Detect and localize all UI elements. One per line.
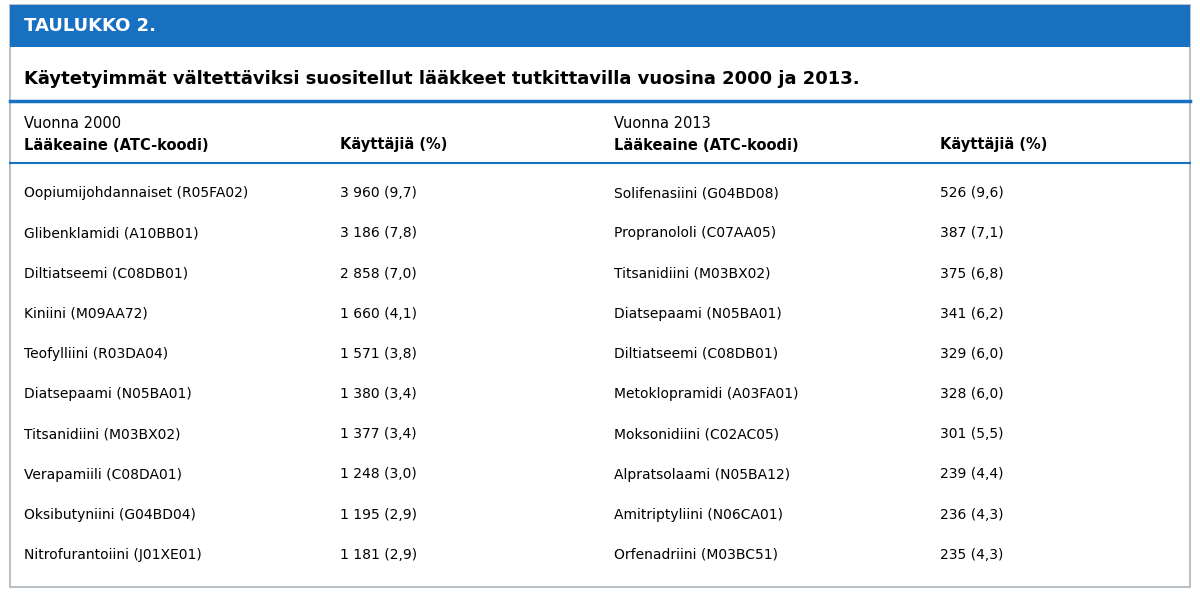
- Text: 235 (4,3): 235 (4,3): [940, 548, 1003, 562]
- Text: Solifenasiini (G04BD08): Solifenasiini (G04BD08): [614, 186, 779, 200]
- Text: Moksonidiini (C02AC05): Moksonidiini (C02AC05): [614, 427, 779, 441]
- Text: 3 960 (9,7): 3 960 (9,7): [340, 186, 416, 200]
- Text: Vuonna 2013: Vuonna 2013: [614, 115, 710, 130]
- Text: 1 571 (3,8): 1 571 (3,8): [340, 347, 416, 361]
- Text: Titsanidiini (M03BX02): Titsanidiini (M03BX02): [24, 427, 180, 441]
- Text: 328 (6,0): 328 (6,0): [940, 387, 1003, 401]
- Text: Käyttäjiä (%): Käyttäjiä (%): [340, 137, 448, 153]
- Text: 1 248 (3,0): 1 248 (3,0): [340, 468, 416, 481]
- Text: 1 181 (2,9): 1 181 (2,9): [340, 548, 418, 562]
- Text: Kiniini (M09AA72): Kiniini (M09AA72): [24, 307, 148, 321]
- Text: Diatsepaami (N05BA01): Diatsepaami (N05BA01): [24, 387, 192, 401]
- Text: 387 (7,1): 387 (7,1): [940, 226, 1003, 240]
- Text: Amitriptyliini (N06CA01): Amitriptyliini (N06CA01): [614, 508, 784, 522]
- Text: Käytetyimmät vältettäviksi suositellut lääkkeet tutkittavilla vuosina 2000 ja 20: Käytetyimmät vältettäviksi suositellut l…: [24, 70, 859, 88]
- Text: Metoklopramidi (A03FA01): Metoklopramidi (A03FA01): [614, 387, 798, 401]
- Text: Verapamiili (C08DA01): Verapamiili (C08DA01): [24, 468, 182, 481]
- Text: 239 (4,4): 239 (4,4): [940, 468, 1003, 481]
- Text: 375 (6,8): 375 (6,8): [940, 266, 1003, 281]
- Text: 1 380 (3,4): 1 380 (3,4): [340, 387, 416, 401]
- Text: 1 195 (2,9): 1 195 (2,9): [340, 508, 418, 522]
- Text: Diltiatseemi (C08DB01): Diltiatseemi (C08DB01): [614, 347, 778, 361]
- Text: TAULUKKO 2.: TAULUKKO 2.: [24, 17, 156, 35]
- Text: Teofylliini (R03DA04): Teofylliini (R03DA04): [24, 347, 168, 361]
- Text: Lääkeaine (ATC-koodi): Lääkeaine (ATC-koodi): [24, 137, 209, 153]
- Text: Orfenadriini (M03BC51): Orfenadriini (M03BC51): [614, 548, 778, 562]
- Text: Titsanidiini (M03BX02): Titsanidiini (M03BX02): [614, 266, 770, 281]
- Text: Nitrofurantoiini (J01XE01): Nitrofurantoiini (J01XE01): [24, 548, 202, 562]
- Text: 3 186 (7,8): 3 186 (7,8): [340, 226, 418, 240]
- Text: Lääkeaine (ATC-koodi): Lääkeaine (ATC-koodi): [614, 137, 799, 153]
- Text: Alpratsolaami (N05BA12): Alpratsolaami (N05BA12): [614, 468, 790, 481]
- Text: 329 (6,0): 329 (6,0): [940, 347, 1003, 361]
- Text: Vuonna 2000: Vuonna 2000: [24, 115, 121, 130]
- Text: 1 660 (4,1): 1 660 (4,1): [340, 307, 418, 321]
- Text: Käyttäjiä (%): Käyttäjiä (%): [940, 137, 1048, 153]
- Text: Diatsepaami (N05BA01): Diatsepaami (N05BA01): [614, 307, 781, 321]
- Text: Diltiatseemi (C08DB01): Diltiatseemi (C08DB01): [24, 266, 188, 281]
- Text: 236 (4,3): 236 (4,3): [940, 508, 1003, 522]
- Text: Oksibutyniini (G04BD04): Oksibutyniini (G04BD04): [24, 508, 196, 522]
- Text: Propranololi (C07AA05): Propranololi (C07AA05): [614, 226, 776, 240]
- Text: 526 (9,6): 526 (9,6): [940, 186, 1003, 200]
- Text: 341 (6,2): 341 (6,2): [940, 307, 1003, 321]
- Text: Oopiumijohdannaiset (R05FA02): Oopiumijohdannaiset (R05FA02): [24, 186, 248, 200]
- Bar: [10, 5, 1190, 47]
- Text: Glibenklamidi (A10BB01): Glibenklamidi (A10BB01): [24, 226, 199, 240]
- Text: 2 858 (7,0): 2 858 (7,0): [340, 266, 416, 281]
- Text: 1 377 (3,4): 1 377 (3,4): [340, 427, 416, 441]
- Text: 301 (5,5): 301 (5,5): [940, 427, 1003, 441]
